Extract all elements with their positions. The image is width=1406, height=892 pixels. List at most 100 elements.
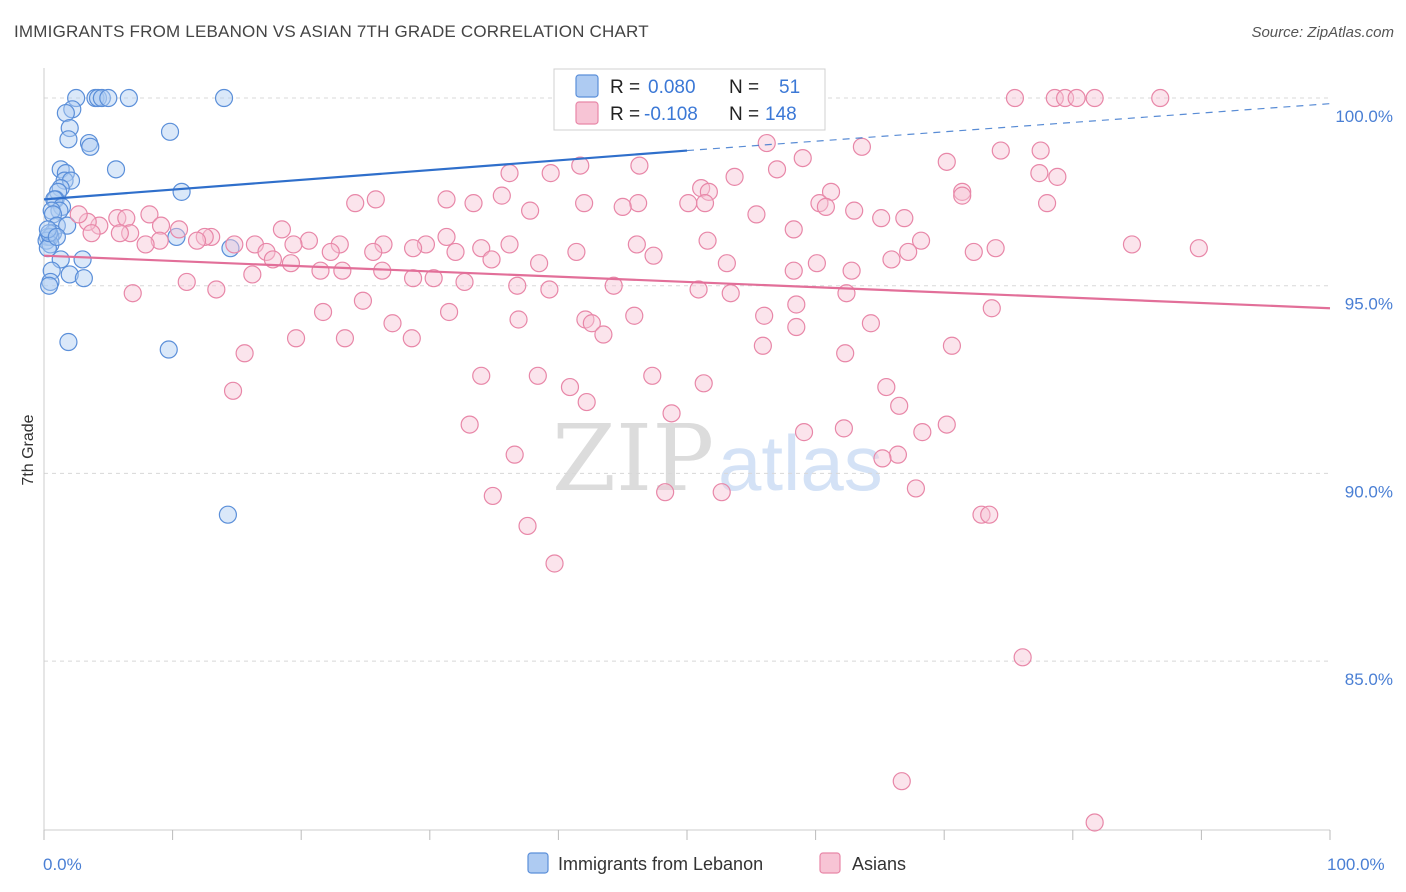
trendline-pink <box>43 254 1331 310</box>
point-pink-155 <box>1013 648 1032 667</box>
point-pink-56 <box>299 231 319 250</box>
point-pink-153 <box>892 772 911 791</box>
point-pink-37 <box>679 194 698 213</box>
point-pink-63 <box>627 235 646 254</box>
x-tick-label-max: 100.0% <box>1327 855 1385 874</box>
point-pink-150 <box>972 505 991 524</box>
point-pink-17 <box>725 167 744 186</box>
point-pink-55 <box>272 220 292 239</box>
point-pink-62 <box>500 235 519 254</box>
point-pink-139 <box>890 396 909 415</box>
point-pink-73 <box>110 224 129 243</box>
point-blue-48 <box>218 505 237 524</box>
point-pink-118 <box>582 314 601 333</box>
point-pink-40 <box>613 197 632 216</box>
point-pink-136 <box>694 374 713 393</box>
point-pink-53 <box>225 235 244 254</box>
point-pink-50 <box>121 224 140 243</box>
point-pink-11 <box>937 152 956 171</box>
point-pink-135 <box>662 404 681 423</box>
point-pink-132 <box>560 377 580 397</box>
point-pink-106 <box>787 295 806 314</box>
point-pink-0 <box>1005 88 1025 108</box>
point-pink-92 <box>964 242 983 262</box>
point-pink-6 <box>757 133 776 153</box>
point-pink-1 <box>1045 88 1064 108</box>
point-pink-70 <box>1189 239 1208 258</box>
point-pink-134 <box>643 366 662 385</box>
point-pink-103 <box>604 276 623 295</box>
y-tick-label-95: 95.0% <box>1345 295 1393 314</box>
point-pink-67 <box>911 231 931 250</box>
point-blue-6 <box>214 88 234 108</box>
stats-legend-box <box>553 68 826 131</box>
point-pink-82 <box>482 250 501 269</box>
point-pink-31 <box>521 201 540 220</box>
point-pink-160 <box>906 479 926 498</box>
point-pink-137 <box>794 423 814 442</box>
point-pink-5 <box>1151 88 1170 108</box>
point-pink-45 <box>90 216 109 235</box>
point-blue-14 <box>106 160 126 179</box>
point-pink-88 <box>807 254 826 273</box>
point-pink-100 <box>455 272 474 292</box>
point-pink-76 <box>257 242 276 262</box>
point-pink-112 <box>313 302 333 322</box>
point-pink-158 <box>877 377 896 397</box>
point-pink-143 <box>505 445 524 464</box>
point-pink-115 <box>439 302 459 322</box>
point-pink-96 <box>333 261 352 280</box>
point-pink-79 <box>364 242 383 262</box>
legend-label-asians: Asians <box>852 854 906 874</box>
stats-legend-r-value-pink: -0.108 <box>644 104 698 125</box>
series-immigrants-from-lebanon <box>37 88 240 524</box>
point-blue-13 <box>81 137 100 156</box>
point-pink-141 <box>937 415 956 434</box>
x-tick-label-min: 0.0% <box>43 855 82 874</box>
point-pink-78 <box>321 242 340 262</box>
point-pink-83 <box>530 254 549 273</box>
point-pink-124 <box>861 314 880 333</box>
point-pink-90 <box>882 250 901 269</box>
point-pink-58 <box>374 235 393 254</box>
point-pink-104 <box>689 280 708 299</box>
point-pink-28 <box>366 190 385 209</box>
point-pink-33 <box>629 194 648 213</box>
y-tick-label-90: 90.0% <box>1345 482 1393 501</box>
point-pink-94 <box>281 254 301 273</box>
point-pink-8 <box>852 137 871 156</box>
point-pink-156 <box>235 344 254 363</box>
point-pink-110 <box>207 280 226 299</box>
point-pink-14 <box>767 160 787 179</box>
point-pink-68 <box>986 239 1005 258</box>
point-pink-131 <box>528 366 547 385</box>
point-pink-126 <box>982 299 1001 318</box>
point-pink-85 <box>644 246 663 265</box>
point-pink-42 <box>140 205 159 224</box>
point-pink-64 <box>698 231 717 250</box>
point-pink-15 <box>541 164 560 183</box>
point-pink-65 <box>784 220 803 239</box>
point-pink-111 <box>263 250 283 269</box>
trendline-blue <box>43 149 688 201</box>
point-pink-38 <box>816 197 835 216</box>
point-pink-3 <box>1067 88 1086 108</box>
point-pink-25 <box>492 186 511 205</box>
point-blue-4 <box>99 88 118 108</box>
point-pink-147 <box>656 483 675 502</box>
series-legend: Immigrants from Lebanon Asians <box>527 852 906 874</box>
stats-legend: R = 0.080 N = 51 R = -0.108 N = 148 <box>553 68 826 131</box>
point-pink-142 <box>223 381 243 400</box>
point-pink-128 <box>335 329 355 348</box>
point-pink-157 <box>753 336 772 355</box>
point-blue-3 <box>92 88 111 108</box>
point-pink-99 <box>424 269 443 288</box>
point-pink-93 <box>243 265 262 284</box>
point-pink-113 <box>353 291 373 310</box>
point-pink-29 <box>575 194 594 213</box>
point-pink-34 <box>747 205 766 224</box>
point-blue-8 <box>56 103 75 123</box>
point-pink-27 <box>346 194 365 213</box>
point-pink-12 <box>630 156 649 175</box>
point-pink-10 <box>793 148 812 168</box>
